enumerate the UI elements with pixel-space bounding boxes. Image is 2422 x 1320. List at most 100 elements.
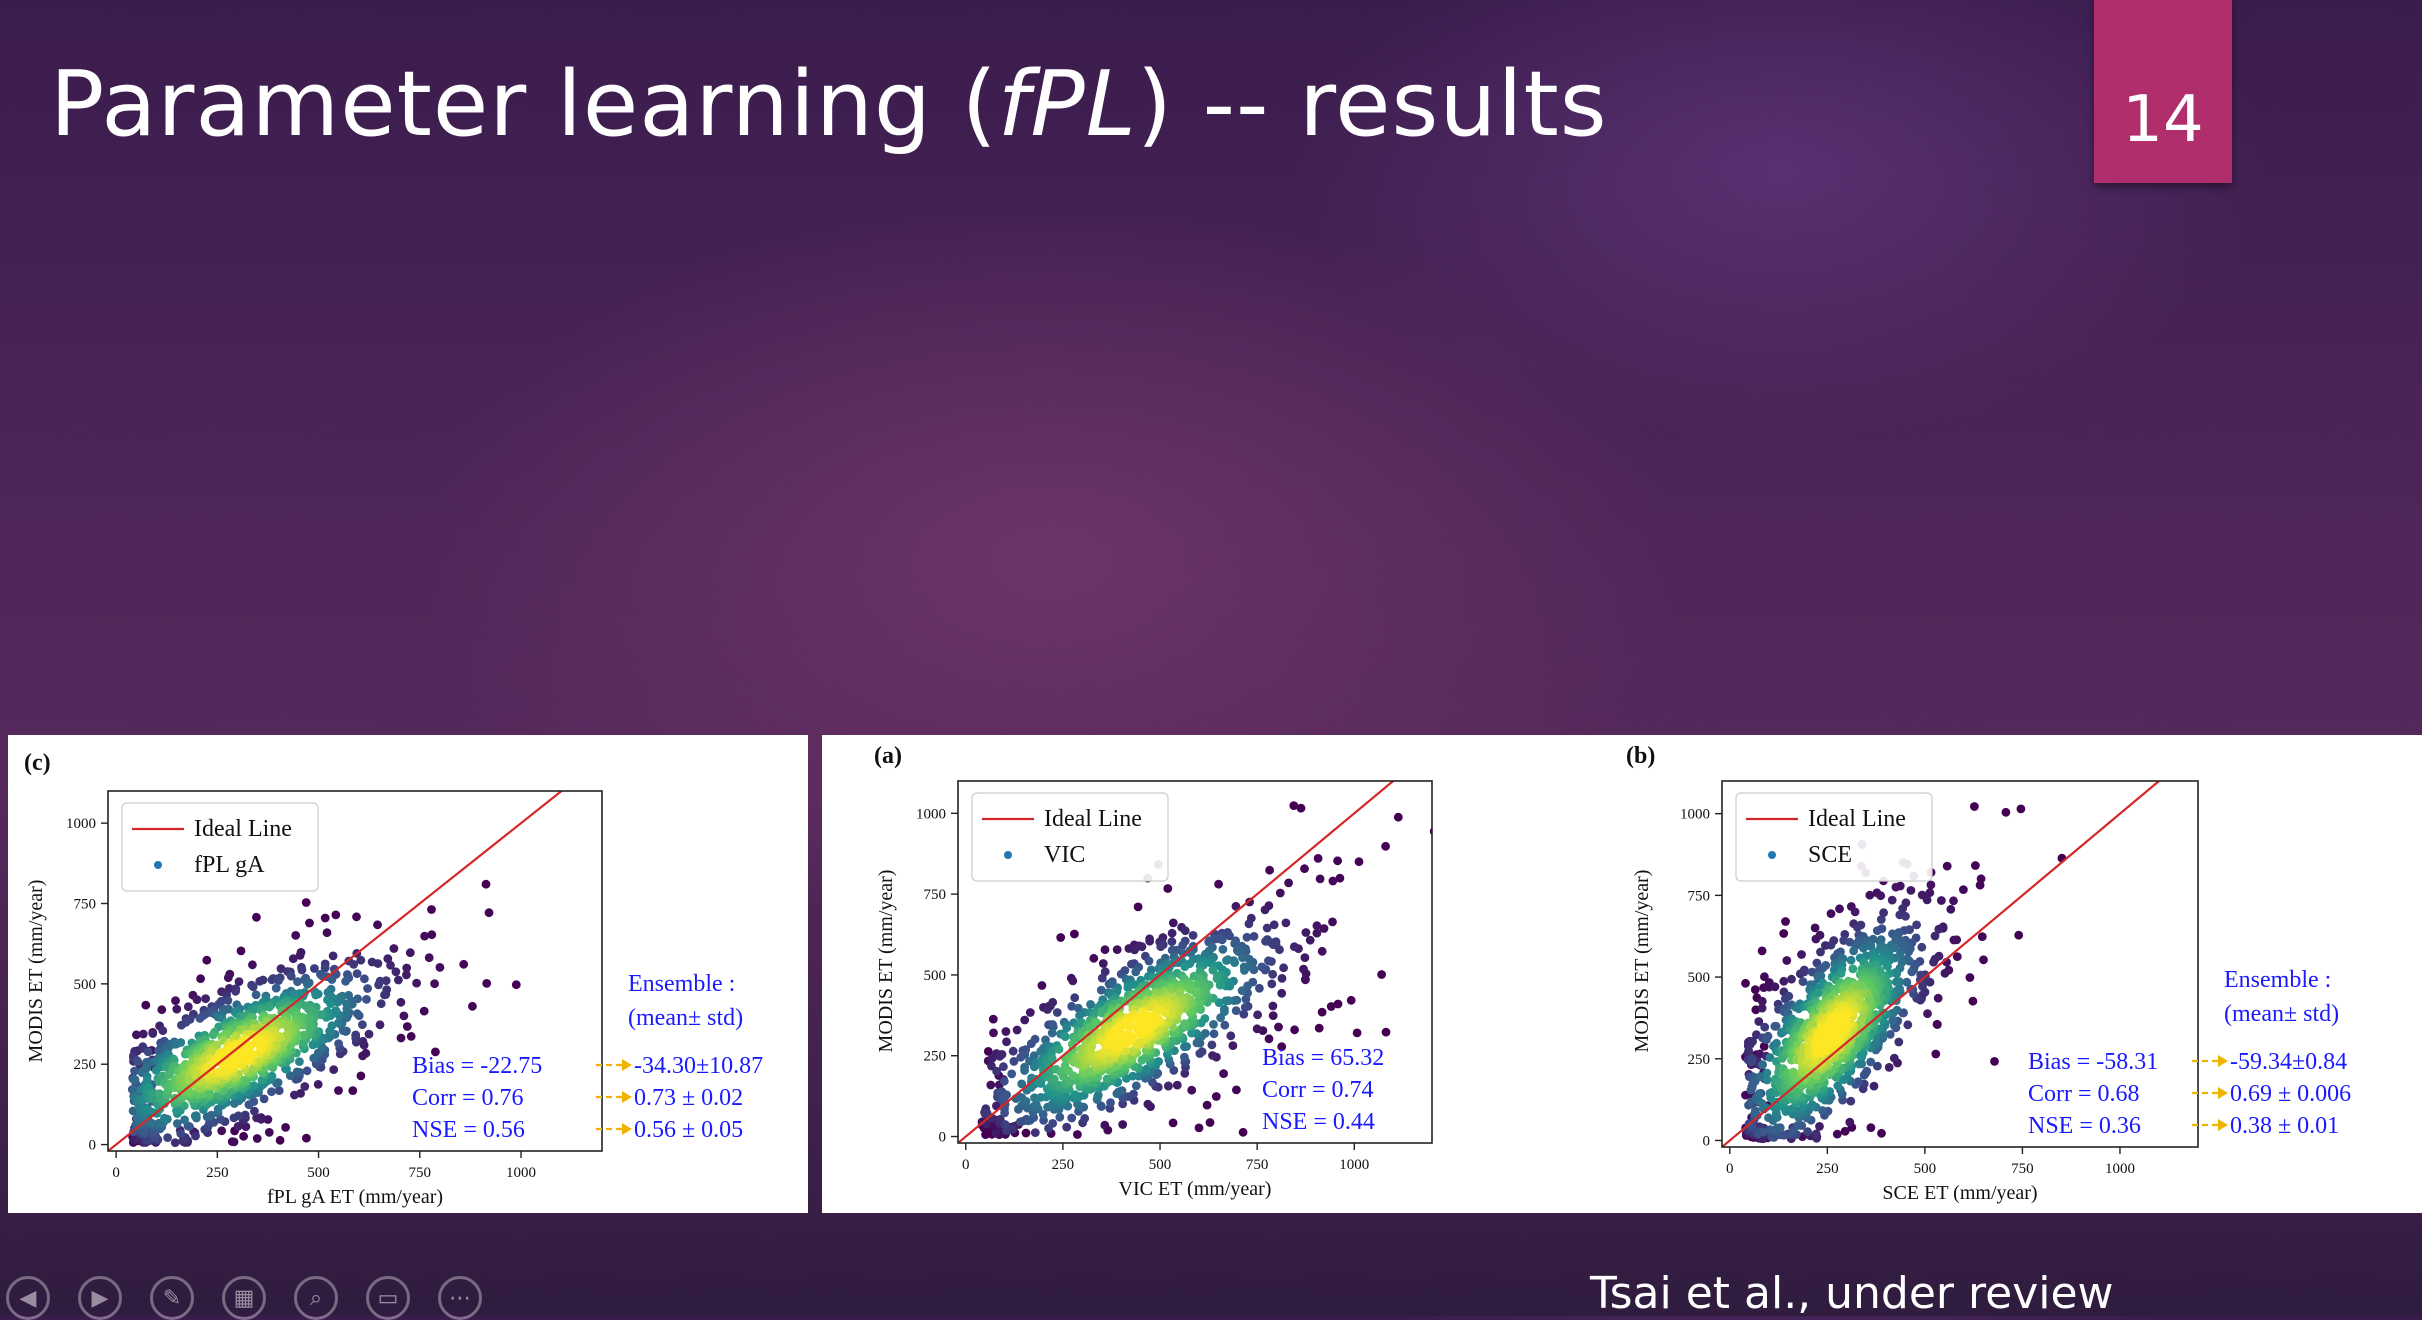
ensemble-value: 0.73 ± 0.02 xyxy=(634,1085,743,1111)
scatter-point xyxy=(142,1104,152,1113)
scatter-point xyxy=(1762,1075,1772,1085)
scatter-point xyxy=(1765,1053,1775,1062)
scatter-point xyxy=(305,918,314,928)
scatter-point xyxy=(1894,1037,1904,1047)
scatter-point xyxy=(1064,1066,1073,1076)
page-number-badge: 14 xyxy=(2094,0,2232,183)
y-tick-label: 750 xyxy=(924,887,947,903)
scatter-point xyxy=(1194,1123,1204,1133)
scatter-point xyxy=(1205,1118,1215,1127)
scatter-point xyxy=(234,1111,243,1121)
stats-line: Bias = 65.32 xyxy=(1262,1045,1384,1071)
scatter-point xyxy=(1949,935,1959,945)
scatter-point xyxy=(1846,1096,1856,1106)
scatter-point xyxy=(1946,904,1956,914)
scatter-point xyxy=(352,912,361,922)
scatter-point xyxy=(141,1136,151,1145)
scatter-point xyxy=(1764,1113,1773,1123)
scatter-point xyxy=(1854,1036,1863,1046)
scatter-point xyxy=(1832,1129,1842,1139)
scatter-point xyxy=(1274,1022,1283,1032)
scatter-point xyxy=(281,1123,290,1132)
pen-icon[interactable]: ✎ xyxy=(150,1276,194,1320)
scatter-point xyxy=(482,979,492,988)
scatter-point xyxy=(1214,879,1223,889)
legend-entry-ideal-line: Ideal Line xyxy=(194,816,292,842)
scatter-point xyxy=(352,1009,362,1018)
scatter-point xyxy=(1281,918,1291,928)
scatter-point xyxy=(1787,974,1796,984)
y-tick-label: 0 xyxy=(939,1130,947,1146)
scatter-point xyxy=(1883,961,1892,971)
scatter-point xyxy=(231,986,241,996)
scatter-point xyxy=(406,1032,416,1041)
scatter-point xyxy=(128,1106,138,1116)
scatter-point xyxy=(1225,931,1234,941)
scatter-point xyxy=(327,975,337,984)
scatter-point xyxy=(1118,1120,1128,1129)
ensemble-value: 0.69 ± 0.006 xyxy=(2230,1081,2351,1107)
scatter-point xyxy=(1180,926,1190,936)
scatter-point xyxy=(1131,967,1141,977)
scatter-point xyxy=(301,898,311,907)
scatter-point xyxy=(291,931,301,940)
scatter-point xyxy=(1848,964,1858,974)
scatter-point xyxy=(293,977,302,987)
scatter-point xyxy=(1326,1002,1336,1011)
figure-panel-ab: (a) 0 250 500 750 1000 0 250 500 750 1000 VIC ET (m… xyxy=(822,735,2422,1213)
next-slide-icon[interactable]: ▶ xyxy=(78,1276,122,1320)
scatter-point xyxy=(1891,882,1901,892)
scatter-point xyxy=(1180,962,1190,971)
scatter-point xyxy=(1760,1022,1770,1032)
more-options-icon[interactable]: ⋯ xyxy=(438,1276,482,1320)
scatter-point xyxy=(1012,1025,1022,1035)
scatter-point xyxy=(264,1128,274,1137)
scatter-point xyxy=(1209,1020,1218,1029)
scatter-point xyxy=(1007,1069,1017,1079)
scatter-point xyxy=(1009,1057,1019,1066)
scatter-point xyxy=(363,984,372,993)
scatter-point xyxy=(1904,947,1914,957)
scatter-point xyxy=(1314,1023,1324,1033)
scatter-point xyxy=(1087,1042,1097,1051)
scatter-point xyxy=(300,1082,310,1091)
scatter-point xyxy=(349,960,359,969)
scatter-point xyxy=(374,980,383,990)
scatter-point xyxy=(1896,939,1906,949)
subtitles-icon[interactable]: ▭ xyxy=(366,1276,410,1320)
scatter-point xyxy=(1813,988,1823,998)
scatter-point xyxy=(356,955,366,965)
zoom-icon[interactable]: ⌕ xyxy=(294,1276,338,1320)
scatter-point xyxy=(1312,928,1322,938)
scatter-point xyxy=(1352,1028,1362,1038)
scatter-point xyxy=(1877,1128,1886,1138)
arrow-head xyxy=(622,1123,632,1135)
scatter-point xyxy=(1328,876,1338,886)
scatter-point xyxy=(1793,1121,1802,1131)
scatter-point xyxy=(424,953,434,963)
scatter-point xyxy=(1239,1009,1249,1019)
scatter-point xyxy=(459,959,469,969)
scatter-point xyxy=(1226,1031,1236,1041)
scatter-point xyxy=(290,1090,299,1100)
y-tick-label: 1000 xyxy=(1680,807,1710,823)
scatter-point xyxy=(191,1131,200,1141)
scatter-point xyxy=(1238,953,1247,963)
scatter-point xyxy=(1807,1100,1817,1110)
scatter-point xyxy=(419,1006,429,1016)
scatter-point xyxy=(430,979,439,989)
scatter-point xyxy=(1934,924,1944,934)
scatter-point xyxy=(1102,1074,1112,1084)
scatter-point xyxy=(1815,1122,1824,1131)
scatter-point xyxy=(1284,878,1293,888)
scatter-point xyxy=(1231,1006,1241,1016)
scatter-point xyxy=(1080,1114,1090,1123)
slide-sorter-icon[interactable]: ▦ xyxy=(222,1276,266,1320)
scatter-point xyxy=(322,928,332,938)
scatter-point xyxy=(1377,970,1386,979)
scatter-point xyxy=(997,1050,1007,1059)
scatter-chart-a: (a) 0 250 500 750 1000 0 250 500 750 1000 VIC ET (m… xyxy=(874,743,1433,1200)
scatter-point xyxy=(1788,1067,1798,1077)
y-tick-label: 1000 xyxy=(66,816,96,832)
previous-slide-icon[interactable]: ◀ xyxy=(6,1276,50,1320)
